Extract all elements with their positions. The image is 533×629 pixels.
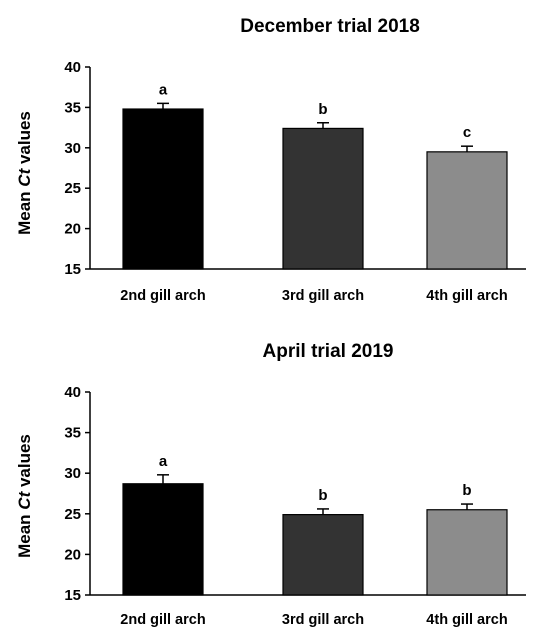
chart-marks: 15 20 25 30 35 40 a 2nd gill arch b 3rd gill arch… (64, 59, 526, 304)
chart-december-2018: December trial 2018 Mean Ct values 15 20 2… (0, 0, 533, 314)
y-tick-label: 15 (64, 587, 81, 604)
significance-label: c (463, 124, 471, 141)
bar (282, 514, 364, 596)
y-axis-label-suffix: values (15, 434, 34, 492)
x-tick-label: 4th gill arch (426, 288, 507, 304)
chart-title: April trial 2019 (263, 341, 394, 362)
y-tick-label: 35 (64, 425, 81, 442)
bar (426, 151, 508, 270)
significance-label: a (159, 453, 168, 470)
y-tick-label: 20 (64, 221, 81, 238)
y-tick-label: 15 (64, 261, 81, 278)
y-axis-label: Mean Ct values (15, 434, 34, 558)
y-tick-label: 40 (64, 59, 81, 76)
y-tick-label: 25 (64, 180, 81, 197)
significance-label: a (159, 81, 168, 98)
bar (426, 509, 508, 596)
y-tick-label: 40 (64, 384, 81, 401)
chart-april-2019: April trial 2019 Mean Ct values 15 20 25 30… (0, 315, 533, 629)
y-axis-label-prefix: Mean (15, 510, 34, 558)
x-tick-label: 2nd gill arch (120, 288, 205, 304)
y-axis-label-prefix: Mean (15, 187, 34, 235)
chart-april-2019-svg: April trial 2019 Mean Ct values 15 20 25 30… (15, 341, 526, 628)
y-tick-label: 35 (64, 99, 81, 116)
y-tick-label: 30 (64, 140, 81, 157)
significance-label: b (462, 482, 471, 499)
chart-title: December trial 2018 (240, 16, 420, 37)
y-axis-label-italic: Ct (15, 490, 34, 509)
y-tick-label: 25 (64, 506, 81, 523)
x-tick-label: 3rd gill arch (282, 612, 364, 628)
y-tick-label: 30 (64, 465, 81, 482)
bar (122, 108, 204, 270)
bar (282, 127, 364, 270)
y-axis-label-italic: Ct (15, 167, 34, 186)
chart-december-2018-svg: December trial 2018 Mean Ct values 15 20 2… (15, 16, 526, 304)
significance-label: b (318, 101, 327, 118)
x-tick-label: 3rd gill arch (282, 288, 364, 304)
x-tick-label: 2nd gill arch (120, 612, 205, 628)
x-tick-label: 4th gill arch (426, 612, 507, 628)
significance-label: b (318, 487, 327, 504)
y-axis-label: Mean Ct values (15, 111, 34, 235)
y-tick-label: 20 (64, 546, 81, 563)
bar (122, 483, 204, 596)
y-axis-label-suffix: values (15, 111, 34, 169)
chart-marks: 15 20 25 30 35 40 a 2nd gill arch b 3rd gill arch… (64, 384, 526, 628)
